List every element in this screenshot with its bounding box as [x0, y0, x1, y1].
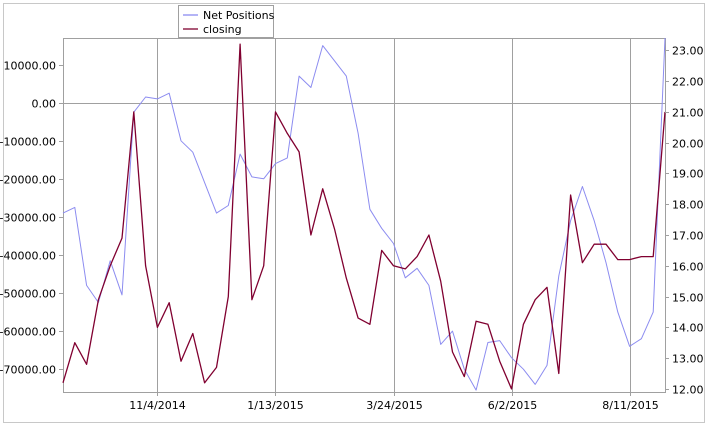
y-left-tick-label: -30000.00: [0, 212, 56, 225]
x-tick-label: 6/2/2015: [488, 399, 537, 412]
y-right-tick-label: 20.00: [672, 138, 704, 151]
series-lines: [62, 37, 666, 391]
y-left-tick-label: -40000.00: [0, 250, 56, 263]
series-line-closing: [62, 43, 666, 390]
y-right-tick-label: 12.00: [672, 384, 704, 397]
y-right-tick-label: 21.00: [672, 107, 704, 120]
y-right-tick-label: 16.00: [672, 261, 704, 274]
plot-background: [3, 3, 705, 423]
series-line-net-positions: [62, 37, 666, 391]
x-tick-label: 3/24/2015: [366, 399, 422, 412]
y-right-tick-label: 13.00: [672, 353, 704, 366]
y-right-tick-label: 17.00: [672, 230, 704, 243]
x-tick-label: 8/11/2015: [602, 399, 658, 412]
y-right-tick-label: 15.00: [672, 292, 704, 305]
x-tick-label: 11/4/2014: [129, 399, 185, 412]
legend-label: closing: [203, 23, 242, 36]
legend-label: Net Positions: [203, 9, 275, 22]
y-left-tick-label: 0.00: [32, 98, 57, 111]
y-right-tick-label: 19.00: [672, 168, 704, 181]
y-right-tick-label: 18.00: [672, 199, 704, 212]
plot-frame: [63, 38, 666, 393]
legend-box: [178, 5, 274, 38]
gridlines: [63, 38, 665, 392]
y-right-tick-label: 22.00: [672, 76, 704, 89]
y-left-tick-label: -70000.00: [0, 364, 56, 377]
y-left-tick-label: -10000.00: [0, 136, 56, 149]
y-left-tick-label: -20000.00: [0, 174, 56, 187]
y-left-tick-label: -50000.00: [0, 288, 56, 301]
x-tick-label: 1/13/2015: [247, 399, 303, 412]
y-right-tick-label: 14.00: [672, 322, 704, 335]
y-left-tick-label: 10000.00: [4, 60, 57, 73]
axes: 11/4/2014 1/13/2015 3/24/2015 6/2/2015 8/11/…: [0, 45, 704, 413]
y-left-tick-label: -60000.00: [0, 326, 56, 339]
y-right-tick-label: 23.00: [672, 45, 704, 58]
